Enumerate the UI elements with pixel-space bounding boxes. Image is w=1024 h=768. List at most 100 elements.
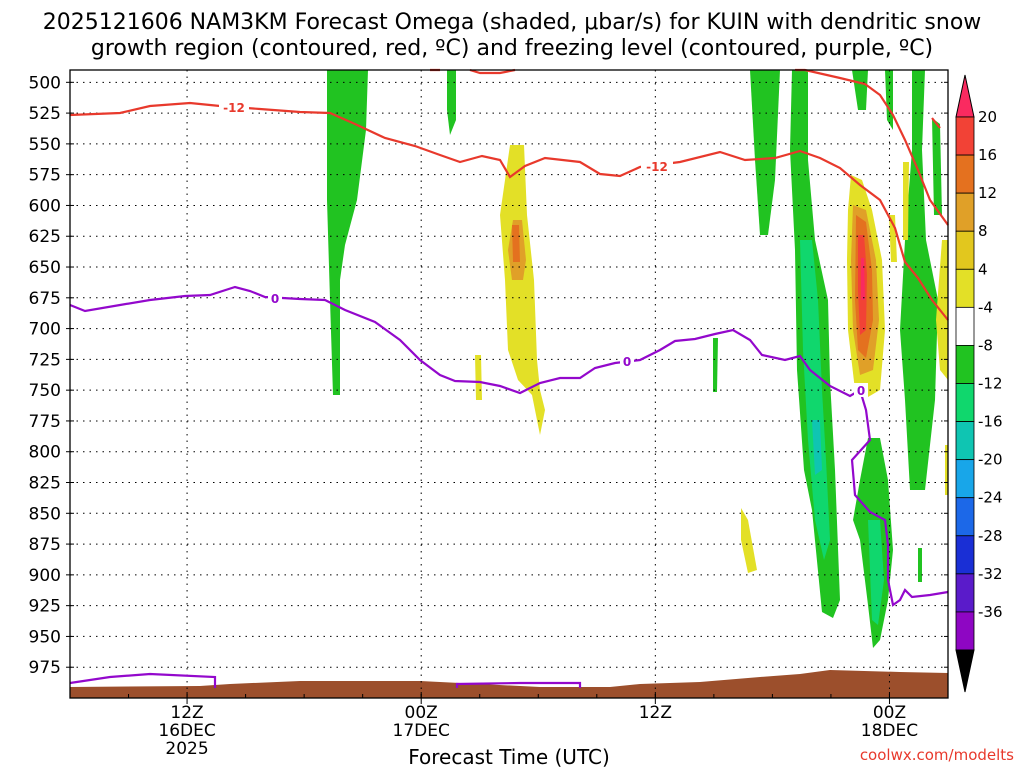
omega-pink-region — [861, 258, 865, 300]
colorbar-swatch — [955, 230, 975, 270]
omega-green-region — [918, 548, 922, 582]
chart-title-line2: growth region (contoured, red, ºC) and f… — [91, 36, 933, 61]
omega-yellow-region — [741, 508, 757, 573]
dendritic-growth-contour: -12 -12 — [69, 68, 949, 321]
red-contour-line — [795, 68, 949, 226]
colorbar-label: -24 — [978, 489, 1003, 507]
colorbar-swatch — [955, 459, 975, 499]
colorbar-swatch — [955, 383, 975, 422]
colorbar-label: 20 — [978, 108, 997, 126]
colorbar-swatch — [955, 116, 975, 156]
red-contour-label-bg — [219, 100, 249, 114]
colorbar-top-triangle — [955, 74, 975, 118]
omega-yellow-region — [500, 145, 545, 435]
colorbar-label: 12 — [978, 184, 997, 202]
purple-contour-label: 0 — [271, 292, 279, 306]
colorbar-swatch — [955, 573, 975, 613]
y-axis: 500 525 550 575 600 625 650 675 700 725 750 775 800 8… — [29, 73, 948, 678]
purple-contour-label: 0 — [857, 384, 865, 398]
omega-teal-region — [868, 520, 884, 625]
y-tick-label: 925 — [29, 597, 61, 617]
colorbar-label: 8 — [978, 222, 988, 240]
freezing-level-contour: 0 0 0 — [69, 285, 949, 688]
red-contour-line — [931, 117, 941, 129]
red-contour-label-bg — [641, 159, 673, 173]
colorbar-label: -20 — [978, 451, 1003, 469]
colorbar-swatch — [955, 497, 975, 537]
plot-area: -12 -12 0 0 0 — [69, 68, 949, 699]
colorbar-label: -32 — [978, 565, 1003, 583]
y-tick-label: 600 — [29, 196, 61, 216]
colorbar-label: -4 — [978, 298, 993, 316]
colorbar-swatch — [955, 345, 975, 384]
x-tick-label: 12Z — [170, 703, 203, 723]
colorbar-swatch — [955, 535, 975, 575]
y-tick-label: 575 — [29, 166, 61, 186]
omega-yellow-region — [475, 355, 482, 400]
purple-contour-label: 0 — [623, 355, 631, 369]
purple-contour-line — [455, 681, 582, 688]
colorbar-label: -8 — [978, 336, 993, 354]
chart-title-line1: 2025121606 NAM3KM Forecast Omega (shaded… — [43, 10, 982, 35]
colorbar-swatch — [955, 421, 975, 461]
omega-yellow-region — [936, 240, 948, 380]
colorbar-swatch — [955, 306, 975, 346]
vertical-gridlines — [186, 70, 890, 698]
x-tick-label: 16DEC — [158, 721, 215, 741]
omega-yellow-region — [903, 162, 909, 240]
purple-contour-label-bg — [268, 291, 282, 305]
y-tick-label: 650 — [29, 258, 61, 278]
omega-green-region — [327, 70, 368, 395]
y-tick-label: 800 — [29, 443, 61, 463]
plot-frame — [69, 69, 949, 699]
omega-green-region — [447, 70, 456, 135]
colorbar-label: 16 — [978, 146, 997, 164]
x-tick-label: 00Z — [405, 703, 438, 723]
y-tick-label: 950 — [29, 627, 61, 647]
y-tick-label: 625 — [29, 227, 61, 247]
omega-green-region — [750, 70, 780, 235]
y-tick-label: 975 — [29, 658, 61, 678]
omega-green-region — [885, 70, 893, 130]
purple-contour-label-bg — [620, 354, 634, 368]
y-tick-label: 875 — [29, 535, 61, 555]
y-tick-label: 825 — [29, 474, 61, 494]
x-tick-label: 2025 — [165, 739, 208, 759]
red-contour-label: -12 — [223, 101, 245, 115]
colorbar-swatch — [955, 192, 975, 232]
y-tick-label: 725 — [29, 350, 61, 370]
y-tick-label: 900 — [29, 566, 61, 586]
colorbar-label: -28 — [978, 527, 1003, 545]
x-tick-label: 12Z — [639, 703, 672, 723]
colorbar-label: -12 — [978, 375, 1003, 393]
x-tick-label: 18DEC — [861, 721, 918, 741]
omega-teal-region — [800, 240, 830, 560]
y-tick-label: 675 — [29, 289, 61, 309]
omega-cyan-region — [812, 420, 822, 475]
x-axis-title: Forecast Time (UTC) — [408, 745, 610, 768]
colorbar-label: -36 — [978, 603, 1003, 621]
red-contour-line — [69, 101, 949, 321]
ground-terrain — [70, 670, 948, 698]
y-tick-label: 775 — [29, 412, 61, 432]
x-tick-label: 17DEC — [393, 721, 450, 741]
credit-text: coolwx.com/modelts — [860, 746, 1014, 764]
colorbar-label: -16 — [978, 413, 1003, 431]
purple-contour-label-bg — [854, 383, 868, 397]
colorbar-swatch — [955, 268, 975, 308]
omega-green-region — [852, 70, 868, 110]
y-tick-label: 525 — [29, 104, 61, 124]
omega-green-region — [932, 118, 942, 215]
colorbar-swatch — [955, 154, 975, 194]
colorbar-swatch — [955, 611, 975, 651]
purple-contour-line — [69, 672, 217, 688]
omega-orange-region — [512, 225, 520, 262]
colorbar-label: 4 — [978, 260, 988, 278]
colorbar: 20 16 12 8 4 -4 -8 -12 -16 -20 -24 -28 -32 -36 — [955, 74, 1003, 693]
red-contour-label: -12 — [646, 160, 668, 174]
purple-contour-line — [69, 285, 949, 607]
y-tick-label: 500 — [29, 73, 61, 93]
colorbar-bottom-triangle — [955, 649, 975, 693]
